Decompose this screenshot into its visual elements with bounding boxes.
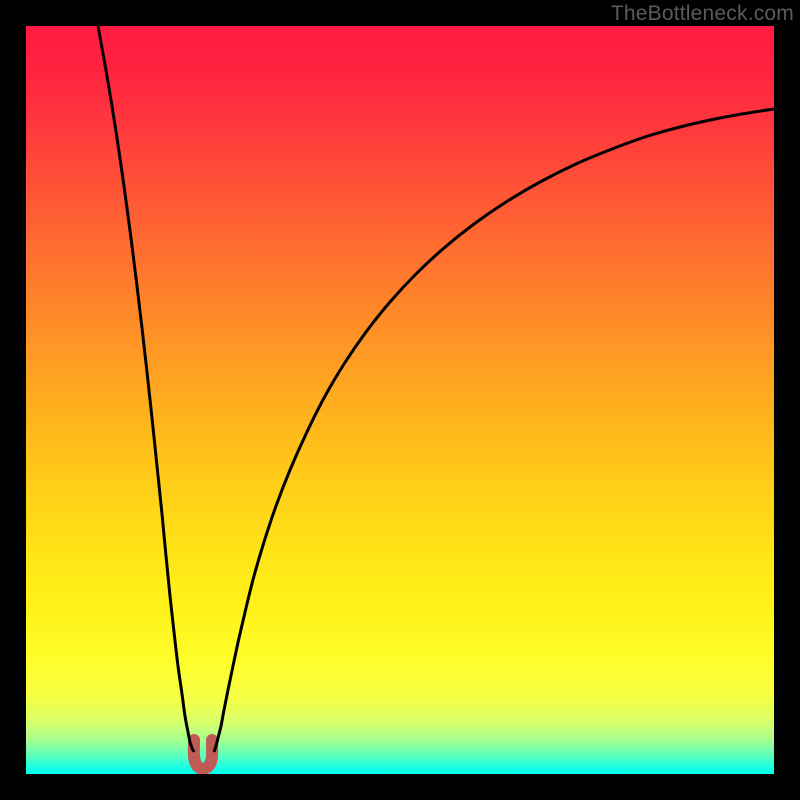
- chart-frame: TheBottleneck.com: [0, 0, 800, 800]
- curve-right-branch: [214, 109, 774, 752]
- minimum-marker: [194, 740, 212, 769]
- curve-left-branch: [98, 26, 194, 752]
- plot-area: [26, 26, 774, 774]
- source-attribution: TheBottleneck.com: [611, 2, 794, 26]
- curve-layer: [26, 26, 774, 774]
